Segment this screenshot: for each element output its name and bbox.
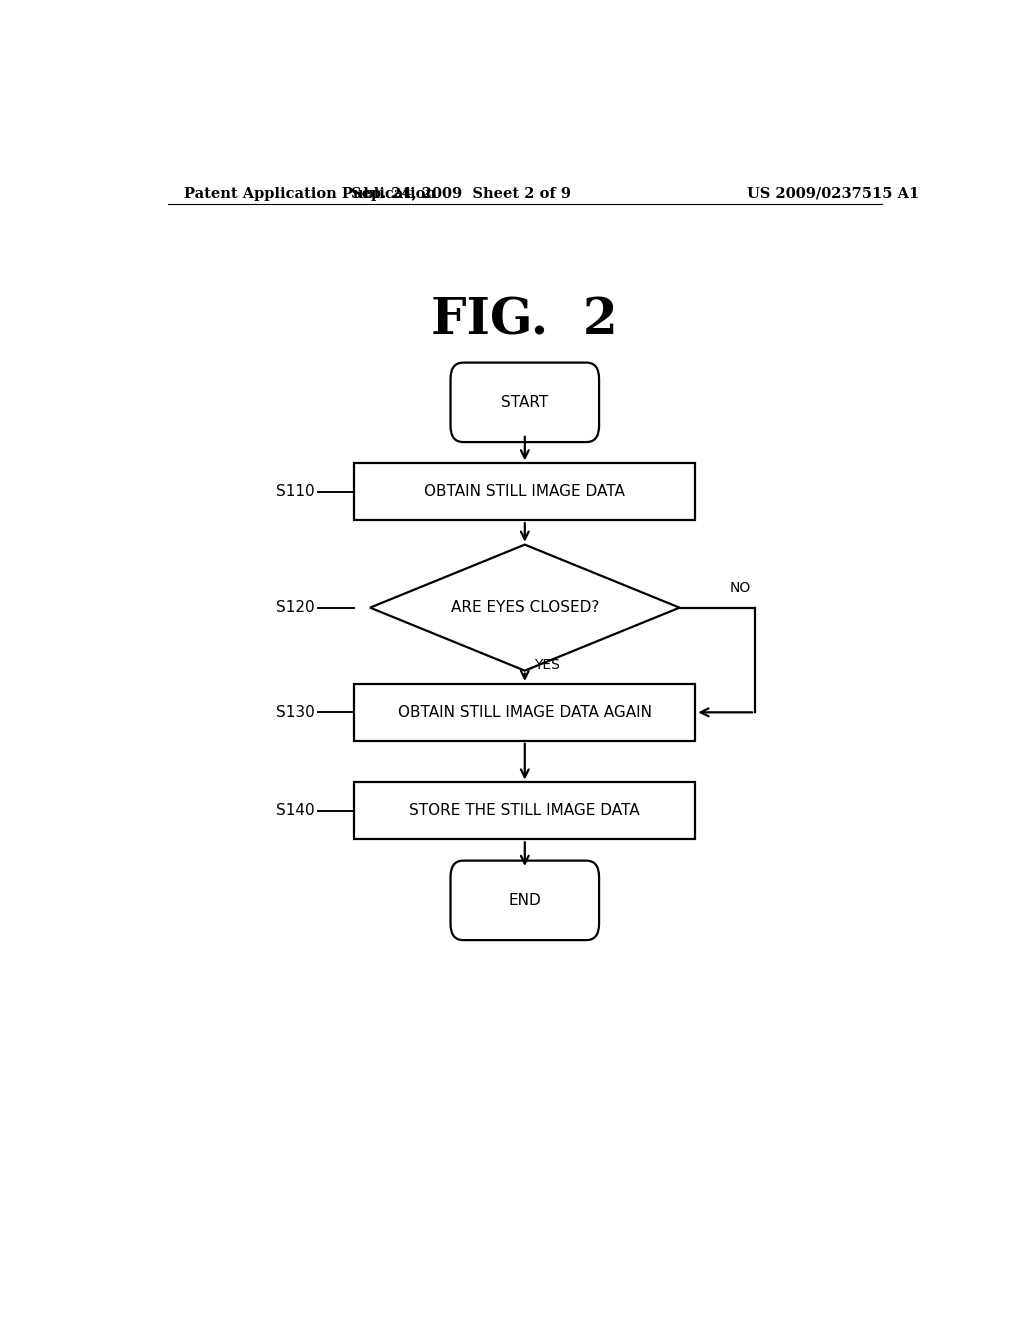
- Polygon shape: [370, 545, 680, 671]
- Text: YES: YES: [535, 659, 560, 672]
- Text: S140: S140: [275, 804, 314, 818]
- FancyBboxPatch shape: [451, 363, 599, 442]
- Text: S110: S110: [275, 484, 314, 499]
- Text: FIG.  2: FIG. 2: [431, 297, 618, 346]
- Text: S120: S120: [275, 601, 314, 615]
- Bar: [354, 463, 695, 520]
- Text: NO: NO: [730, 581, 751, 595]
- Text: Sep. 24, 2009  Sheet 2 of 9: Sep. 24, 2009 Sheet 2 of 9: [351, 187, 571, 201]
- FancyBboxPatch shape: [451, 861, 599, 940]
- Text: US 2009/0237515 A1: US 2009/0237515 A1: [748, 187, 920, 201]
- Bar: [354, 684, 695, 741]
- Text: S130: S130: [275, 705, 314, 719]
- Text: START: START: [501, 395, 549, 409]
- Text: OBTAIN STILL IMAGE DATA: OBTAIN STILL IMAGE DATA: [424, 484, 626, 499]
- Text: OBTAIN STILL IMAGE DATA AGAIN: OBTAIN STILL IMAGE DATA AGAIN: [397, 705, 652, 719]
- Bar: [354, 783, 695, 840]
- Text: END: END: [509, 892, 541, 908]
- Text: Patent Application Publication: Patent Application Publication: [183, 187, 435, 201]
- Text: ARE EYES CLOSED?: ARE EYES CLOSED?: [451, 601, 599, 615]
- Text: STORE THE STILL IMAGE DATA: STORE THE STILL IMAGE DATA: [410, 804, 640, 818]
